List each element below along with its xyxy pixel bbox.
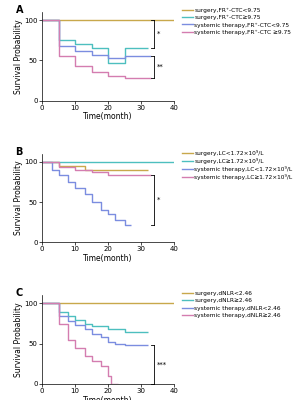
Y-axis label: Survival Probability: Survival Probability (14, 19, 23, 94)
Text: ***: *** (157, 362, 167, 368)
Legend: surgery,LC<1.72×10⁹/L, surgery,LC≥1.72×10⁹/L, systemic therapy,LC<1.72×10⁹/L, sy: surgery,LC<1.72×10⁹/L, surgery,LC≥1.72×1… (182, 150, 292, 180)
X-axis label: Time(month): Time(month) (83, 112, 133, 121)
Text: *: * (157, 31, 160, 37)
X-axis label: Time(month): Time(month) (83, 396, 133, 400)
Text: B: B (16, 147, 23, 157)
Text: C: C (16, 288, 23, 298)
Legend: surgery,dNLR<2.46, surgery,dNLR≥2.46, systemic therapy,dNLR<2.46, systemic thera: surgery,dNLR<2.46, surgery,dNLR≥2.46, sy… (182, 291, 281, 318)
Y-axis label: Survival Probability: Survival Probability (14, 161, 23, 235)
X-axis label: Time(month): Time(month) (83, 254, 133, 263)
Text: A: A (16, 5, 23, 15)
Y-axis label: Survival Probability: Survival Probability (14, 302, 23, 377)
Text: **: ** (157, 64, 164, 70)
Legend: surgery,FR⁺-CTC<9.75, surgery,FR⁺-CTC≥9.75, systemic therapy,FR⁺-CTC<9.75, syste: surgery,FR⁺-CTC<9.75, surgery,FR⁺-CTC≥9.… (182, 8, 291, 35)
Text: *: * (157, 197, 160, 203)
